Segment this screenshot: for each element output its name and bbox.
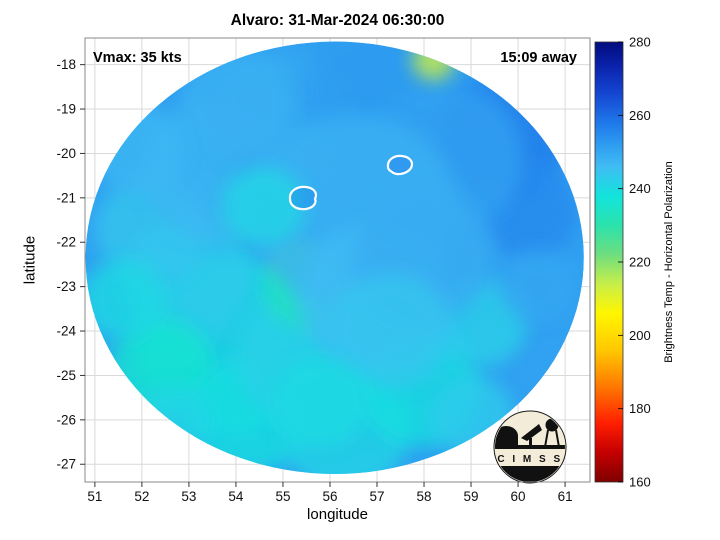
y-tick-label: -20 bbox=[56, 146, 76, 161]
x-tick-label: 53 bbox=[181, 489, 196, 504]
colorbar: 160 180 200 220 240 260 280 bbox=[594, 35, 651, 490]
tower-legs bbox=[544, 429, 560, 448]
x-tick-label: 61 bbox=[558, 489, 573, 504]
axes-frame bbox=[84, 37, 591, 483]
x-tick-label: 58 bbox=[417, 489, 432, 504]
time-away-annotation: 15:09 away bbox=[500, 50, 577, 66]
temp-blob bbox=[90, 104, 185, 194]
axis-tick-marks bbox=[80, 64, 566, 487]
colorbar-label: Brightness Temp - Horizontal Polarizatio… bbox=[663, 161, 675, 363]
y-tick-label: -26 bbox=[56, 412, 76, 427]
temp-blob bbox=[329, 273, 453, 389]
colorbar-ticks: 160 180 200 220 240 260 280 bbox=[618, 35, 651, 490]
colorbar-tick-label: 240 bbox=[629, 181, 651, 196]
y-tick-label: -18 bbox=[56, 57, 76, 72]
x-tick-label: 54 bbox=[228, 489, 244, 504]
x-axis-label: longitude bbox=[307, 506, 368, 523]
dish-stand bbox=[529, 438, 532, 447]
temp-blob bbox=[221, 166, 307, 247]
x-tick-label: 60 bbox=[511, 489, 526, 504]
water-tower-icon bbox=[545, 418, 559, 432]
colorbar-tick-label: 220 bbox=[629, 255, 651, 270]
vmax-annotation: Vmax: 35 kts bbox=[93, 50, 182, 66]
observatory-base bbox=[495, 436, 518, 447]
cimss-logo-text: C I M S S bbox=[497, 454, 562, 465]
colorbar-tick-label: 260 bbox=[629, 108, 651, 123]
satellite-dish-icon bbox=[521, 424, 542, 441]
x-tick-label: 56 bbox=[322, 489, 337, 504]
x-tick-label: 59 bbox=[464, 489, 479, 504]
temp-blob bbox=[273, 357, 368, 447]
cold-cloud-contour bbox=[288, 185, 318, 211]
temp-blob bbox=[179, 51, 293, 158]
ground-line bbox=[495, 445, 565, 449]
colorbar-tick-label: 200 bbox=[629, 328, 651, 343]
y-tick-label: -22 bbox=[56, 235, 76, 250]
colorbar-tick-label: 180 bbox=[629, 401, 651, 416]
cimss-logo: C I M S S bbox=[493, 410, 567, 484]
y-tick-label: -24 bbox=[56, 324, 76, 339]
contour-overlays bbox=[288, 154, 414, 211]
y-tick-label: -21 bbox=[56, 190, 76, 205]
y-tick-label: -19 bbox=[56, 102, 76, 117]
x-tick-label: 55 bbox=[275, 489, 290, 504]
colorbar-tick-label: 160 bbox=[629, 475, 651, 490]
y-tick-label: -23 bbox=[56, 279, 76, 294]
temp-blob bbox=[499, 251, 575, 323]
colorbar-tick-label: 280 bbox=[629, 35, 651, 50]
x-tick-label: 51 bbox=[87, 489, 102, 504]
x-tick-label: 52 bbox=[134, 489, 149, 504]
x-tick-label: 57 bbox=[369, 489, 384, 504]
cold-cloud-contour bbox=[386, 154, 414, 176]
y-axis-label: latitude bbox=[21, 235, 39, 285]
plot-title: Alvaro: 31-Mar-2024 06:30:00 bbox=[230, 12, 445, 29]
axis-tick-labels: 51 52 53 54 55 56 57 58 59 60 61 -18 -19 -20 -21 -22 -23… bbox=[56, 57, 572, 504]
y-tick-label: -27 bbox=[56, 457, 76, 472]
y-tick-label: -25 bbox=[56, 368, 76, 383]
temp-blob bbox=[85, 260, 166, 340]
